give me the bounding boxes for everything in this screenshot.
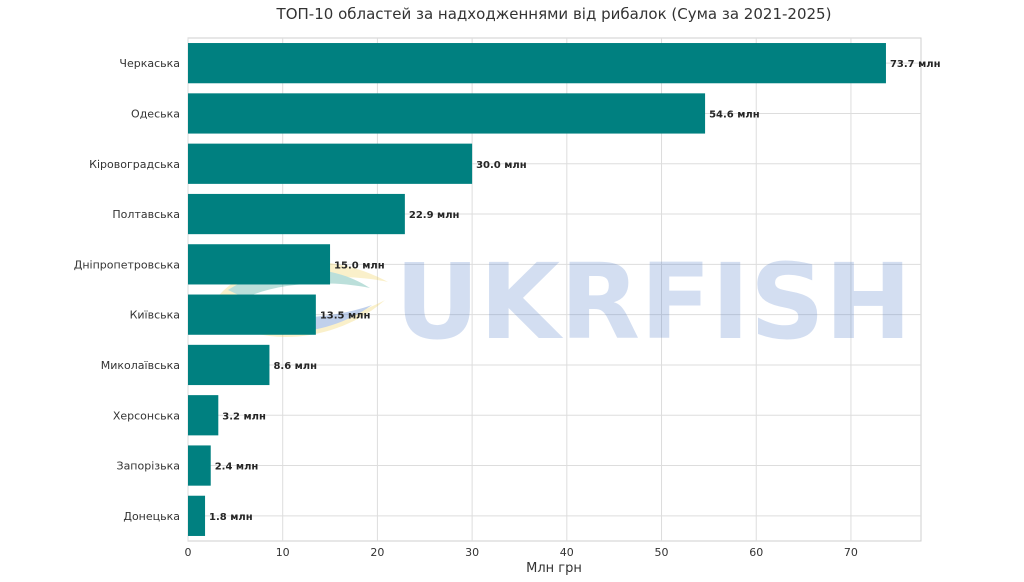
- value-label: 54.6 млн: [709, 109, 760, 120]
- watermark-text: UKRFISH: [395, 241, 912, 363]
- x-tick-label: 10: [276, 546, 290, 559]
- category-label: Миколаївська: [101, 359, 180, 372]
- category-label: Черкаська: [119, 57, 180, 70]
- value-label: 15.0 млн: [334, 260, 385, 271]
- x-tick-label: 30: [465, 546, 479, 559]
- value-label: 13.5 млн: [320, 311, 371, 322]
- bar: [188, 495, 206, 536]
- category-label: Донецька: [123, 510, 180, 523]
- x-tick-label: 40: [560, 546, 574, 559]
- x-tick-label: 50: [655, 546, 669, 559]
- category-labels: Черкаська Одеська Кіровоградська Полтавська…: [74, 57, 180, 523]
- value-label: 1.8 млн: [209, 512, 253, 523]
- bar: [188, 143, 473, 184]
- bars: [188, 43, 886, 536]
- x-tick-labels: 0 10 20 30 40 50 60 70: [185, 546, 858, 559]
- value-label: 30.0 млн: [476, 160, 527, 171]
- category-label: Херсонська: [113, 409, 180, 422]
- category-label: Кіровоградська: [89, 158, 180, 171]
- x-tick-label: 70: [844, 546, 858, 559]
- bar: [188, 43, 886, 84]
- bar: [188, 193, 405, 235]
- value-label: 2.4 млн: [215, 462, 259, 473]
- category-label: Одеська: [131, 107, 180, 120]
- bar: [188, 93, 706, 134]
- bar: [188, 395, 219, 436]
- value-labels: 73.7 млн 54.6 млн 30.0 млн 22.9 млн 15.0 млн…: [209, 59, 941, 523]
- category-label: Київська: [130, 309, 180, 322]
- category-label: Полтавська: [112, 208, 180, 221]
- bar: [188, 344, 270, 386]
- value-label: 3.2 млн: [222, 411, 266, 422]
- x-tick-label: 0: [185, 546, 192, 559]
- chart-title: ТОП-10 областей за надходженнями від риб…: [276, 5, 832, 23]
- bar: [188, 294, 316, 335]
- category-label: Дніпропетровська: [74, 258, 180, 271]
- ukrfish-watermark: UKRFISH: [215, 241, 912, 363]
- value-label: 8.6 млн: [273, 361, 317, 372]
- category-label: Запорізька: [117, 460, 180, 473]
- value-label: 73.7 млн: [890, 59, 941, 70]
- bar: [188, 445, 211, 486]
- x-axis-label: Млн грн: [526, 561, 582, 576]
- x-tick-label: 60: [749, 546, 763, 559]
- bar: [188, 244, 331, 285]
- value-label: 22.9 млн: [409, 210, 460, 221]
- x-tick-label: 20: [370, 546, 384, 559]
